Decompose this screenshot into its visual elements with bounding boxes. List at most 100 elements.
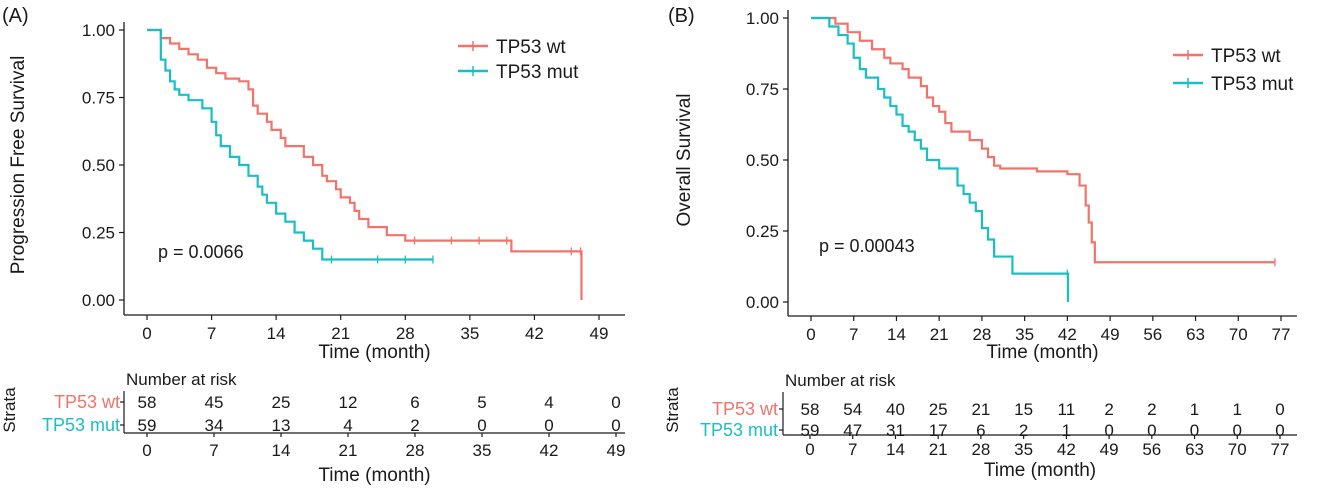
risk-row-label-wt: TP53 wt [712,399,778,419]
risk-count-wt: 6 [410,393,419,412]
risk-count-mut: 47 [843,421,862,440]
risk-x-tick-label: 77 [1271,440,1290,459]
risk-count-wt: 5 [477,393,486,412]
x-tick-label: 70 [1229,325,1248,344]
x-tick-label: 63 [1186,325,1205,344]
risk-count-wt: 2 [1104,400,1113,419]
risk-x-tick-label: 35 [1014,440,1033,459]
y-tick-label: 0.50 [82,156,115,175]
x-tick-label: 0 [142,324,151,343]
risk-count-wt: 40 [886,400,905,419]
y-tick-label: 0.00 [82,291,115,310]
risk-x-tick-label: 14 [272,441,291,460]
y-tick-label: 0.75 [82,89,115,108]
panel-label: (B) [668,5,695,27]
survival-curve-mut [147,28,433,261]
risk-x-tick-label: 0 [142,441,151,460]
risk-count-mut: 59 [138,416,157,435]
panel-label: (A) [2,5,29,27]
y-tick-label: 1.00 [82,21,115,40]
risk-x-tick-label: 28 [406,441,425,460]
risk-count-wt: 12 [339,393,358,412]
x-axis-label: Time (month) [986,342,1098,363]
risk-count-mut: 0 [544,416,553,435]
x-tick-label: 21 [331,324,350,343]
risk-row-label-mut: TP53 mut [700,420,778,440]
risk-x-tick-label: 21 [929,440,948,459]
risk-count-mut: 4 [343,416,352,435]
x-tick-label: 14 [267,324,286,343]
risk-row-label-wt: TP53 wt [54,392,120,412]
risk-count-wt: 58 [801,400,820,419]
risk-count-mut: 34 [205,416,224,435]
risk-x-tick-label: 49 [1100,440,1119,459]
risk-x-tick-label: 7 [209,441,218,460]
risk-count-wt: 0 [611,393,620,412]
survival-curve-mut [811,16,1070,302]
risk-x-tick-label: 42 [540,441,559,460]
x-tick-label: 21 [930,325,949,344]
risk-count-wt: 2 [1147,400,1156,419]
legend-label-mut: TP53 mut [1211,74,1294,95]
y-tick-label: 1.00 [746,9,779,28]
y-tick-label: 0.25 [82,224,115,243]
x-tick-label: 7 [849,325,858,344]
risk-count-mut: 2 [410,416,419,435]
x-tick-label: 14 [887,325,906,344]
risk-strata-label: Strata [663,387,682,433]
legend-label-wt: TP53 wt [1211,46,1281,67]
risk-x-tick-label: 7 [848,440,857,459]
risk-count-wt: 54 [843,400,862,419]
x-tick-label: 35 [1015,325,1034,344]
x-tick-label: 35 [460,324,479,343]
risk-count-mut: 31 [886,421,905,440]
risk-count-mut: 13 [272,416,291,435]
panel-a: (A)0.000.250.500.751.000 7 14 21 28 35 42 49Pro… [0,5,625,486]
risk-count-wt: 25 [929,400,948,419]
risk-count-mut: 6 [976,421,985,440]
risk-x-tick-label: 42 [1057,440,1076,459]
risk-count-wt: 1 [1233,400,1242,419]
p-value: p = 0.0066 [158,242,244,262]
risk-count-mut: 0 [477,416,486,435]
risk-count-wt: 0 [1275,400,1284,419]
survival-curve-wt [147,28,583,300]
risk-count-wt: 4 [544,393,553,412]
x-tick-label: 0 [806,325,815,344]
risk-count-mut: 0 [1233,421,1242,440]
legend-label-mut: TP53 mut [496,62,579,83]
risk-count-mut: 17 [929,421,948,440]
x-axis-label: Time (month) [318,342,430,363]
x-tick-label: 49 [590,324,609,343]
x-tick-label: 28 [396,324,415,343]
x-tick-label: 7 [207,324,216,343]
x-tick-label: 77 [1272,325,1291,344]
y-axis-label: Progression Free Survival [8,56,29,275]
p-value: p = 0.00043 [819,236,915,256]
risk-x-axis-label: Time (month) [318,465,430,486]
risk-count-wt: 1 [1190,400,1199,419]
risk-x-tick-label: 35 [473,441,492,460]
y-tick-label: 0.25 [746,222,779,241]
risk-strata-label: Strata [0,387,19,433]
risk-count-wt: 15 [1014,400,1033,419]
risk-x-axis-label: Time (month) [984,460,1096,481]
legend-label-wt: TP53 wt [496,37,566,58]
x-tick-label: 28 [972,325,991,344]
y-tick-label: 0.75 [746,80,779,99]
risk-table: Number at risk Strata TP53 wt 58 45 25 12 6 5 4 0 T… [0,370,625,486]
risk-count-mut: 0 [1275,421,1284,440]
risk-count-wt: 25 [272,393,291,412]
risk-count-mut: 2 [1019,421,1028,440]
risk-count-mut: 0 [1104,421,1113,440]
risk-count-wt: 11 [1058,400,1076,419]
risk-x-tick-label: 49 [607,441,626,460]
y-tick-label: 0.50 [746,151,779,170]
risk-x-tick-label: 63 [1185,440,1204,459]
risk-x-tick-label: 21 [339,441,358,460]
risk-row-label-mut: TP53 mut [42,415,120,435]
x-tick-label: 49 [1101,325,1120,344]
panel-b: (B)0.000.250.500.751.000 7 14 21 28 35 42 49 56 6… [663,5,1297,481]
